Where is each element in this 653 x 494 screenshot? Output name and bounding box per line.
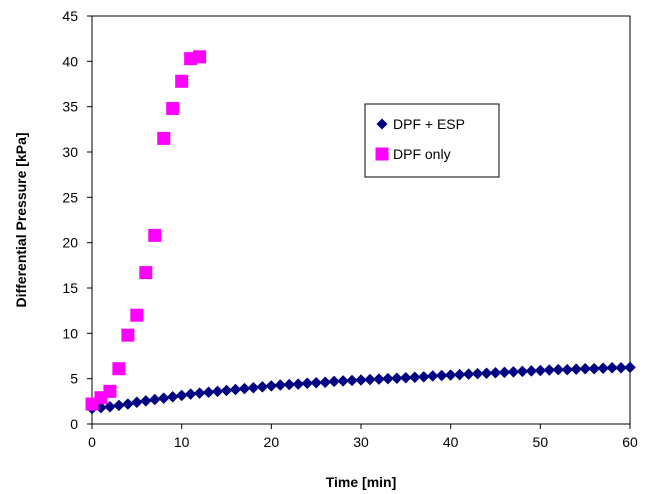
data-point-square	[157, 131, 171, 145]
data-point-square	[148, 228, 162, 242]
series-dpf-only	[85, 50, 207, 411]
data-point-diamond	[579, 362, 592, 375]
legend-entry-dpf-only: DPF only	[375, 146, 451, 162]
data-point-diamond	[525, 365, 538, 377]
data-point-diamond	[462, 368, 475, 380]
data-point-diamond	[391, 372, 403, 385]
x-tick-label: 60	[622, 434, 638, 450]
y-tick-label: 25	[62, 189, 78, 205]
data-point-diamond	[184, 388, 197, 400]
x-tick-label: 30	[353, 434, 369, 450]
x-tick-label: 0	[88, 434, 96, 450]
data-point-diamond	[498, 366, 511, 379]
data-point-diamond	[417, 370, 430, 383]
y-tick-label: 40	[62, 53, 78, 69]
data-point-diamond	[346, 374, 358, 387]
data-point-diamond	[588, 362, 600, 375]
data-point-diamond	[435, 369, 448, 382]
data-point-diamond	[570, 363, 583, 376]
data-point-diamond	[615, 361, 627, 374]
data-point-diamond	[624, 361, 636, 374]
data-point-diamond	[319, 376, 331, 389]
data-point-diamond	[480, 367, 493, 380]
data-point-diamond	[274, 379, 287, 391]
plot-area	[91, 15, 631, 425]
legend-label-dpf-only: DPF only	[393, 146, 451, 162]
y-tick-label: 5	[70, 371, 78, 387]
x-tick-label: 40	[443, 434, 459, 450]
data-point-diamond	[597, 362, 609, 375]
data-point-diamond	[534, 364, 547, 377]
legend: DPF + ESP DPF only	[364, 103, 500, 178]
legend-entry-dpf-esp: DPF + ESP	[376, 116, 465, 132]
data-point-diamond	[220, 384, 233, 397]
data-point-square	[193, 50, 207, 64]
data-point-diamond	[256, 380, 269, 393]
legend-box	[364, 103, 500, 178]
x-tick-label: 20	[264, 434, 280, 450]
y-axis-title: Differential Pressure [kPa]	[13, 132, 29, 307]
data-point-diamond	[373, 373, 385, 385]
data-point-diamond	[355, 374, 367, 386]
data-point-diamond	[247, 381, 260, 394]
data-point-diamond	[489, 366, 502, 379]
data-point-square	[112, 362, 126, 376]
data-point-diamond	[552, 363, 565, 376]
data-point-square	[175, 74, 189, 88]
y-tick-label: 10	[62, 325, 78, 341]
y-tick-label: 0	[70, 416, 78, 432]
data-point-square	[139, 266, 153, 280]
data-point-diamond	[507, 366, 520, 378]
data-point-diamond	[301, 377, 314, 390]
data-point-diamond	[364, 373, 376, 386]
data-point-diamond	[543, 364, 556, 376]
data-point-diamond	[193, 387, 206, 400]
plot-frame	[91, 15, 631, 425]
y-tick-label: 20	[62, 235, 78, 251]
legend-marker-square	[375, 147, 389, 161]
data-point-diamond	[229, 383, 242, 396]
data-point-diamond	[265, 380, 278, 392]
data-point-diamond	[561, 363, 574, 376]
data-point-square	[103, 384, 117, 398]
data-point-diamond	[310, 376, 323, 389]
data-point-diamond	[238, 382, 251, 395]
data-point-diamond	[444, 369, 457, 381]
data-point-square	[130, 308, 144, 322]
data-point-diamond	[606, 361, 618, 374]
data-point-diamond	[516, 365, 529, 378]
legend-marker-diamond	[376, 118, 388, 130]
series-layer	[85, 50, 636, 415]
data-point-diamond	[211, 385, 224, 398]
data-point-diamond	[337, 375, 349, 387]
data-point-square	[166, 101, 180, 115]
data-point-diamond	[471, 367, 484, 380]
y-axis-ticks: 0 5 10 15 20 25 30 35 40 45	[62, 8, 92, 432]
series-dpf-esp	[86, 361, 636, 415]
y-tick-label: 15	[62, 280, 78, 296]
data-point-diamond	[283, 378, 296, 391]
data-point-square	[121, 328, 135, 342]
data-point-diamond	[328, 375, 340, 388]
x-tick-label: 10	[174, 434, 190, 450]
data-point-diamond	[426, 370, 439, 382]
data-point-diamond	[292, 378, 305, 390]
data-point-diamond	[399, 371, 412, 384]
x-tick-label: 50	[533, 434, 549, 450]
x-axis-title: Time [min]	[326, 474, 397, 490]
data-point-diamond	[453, 368, 466, 381]
legend-label-dpf-esp: DPF + ESP	[393, 116, 465, 132]
data-point-diamond	[382, 372, 394, 385]
x-axis-ticks: 0 10 20 30 40 50 60	[88, 424, 638, 450]
y-tick-label: 30	[62, 144, 78, 160]
data-point-diamond	[202, 386, 215, 399]
y-tick-label: 45	[62, 8, 78, 24]
y-tick-label: 35	[62, 99, 78, 115]
data-point-diamond	[408, 371, 421, 384]
